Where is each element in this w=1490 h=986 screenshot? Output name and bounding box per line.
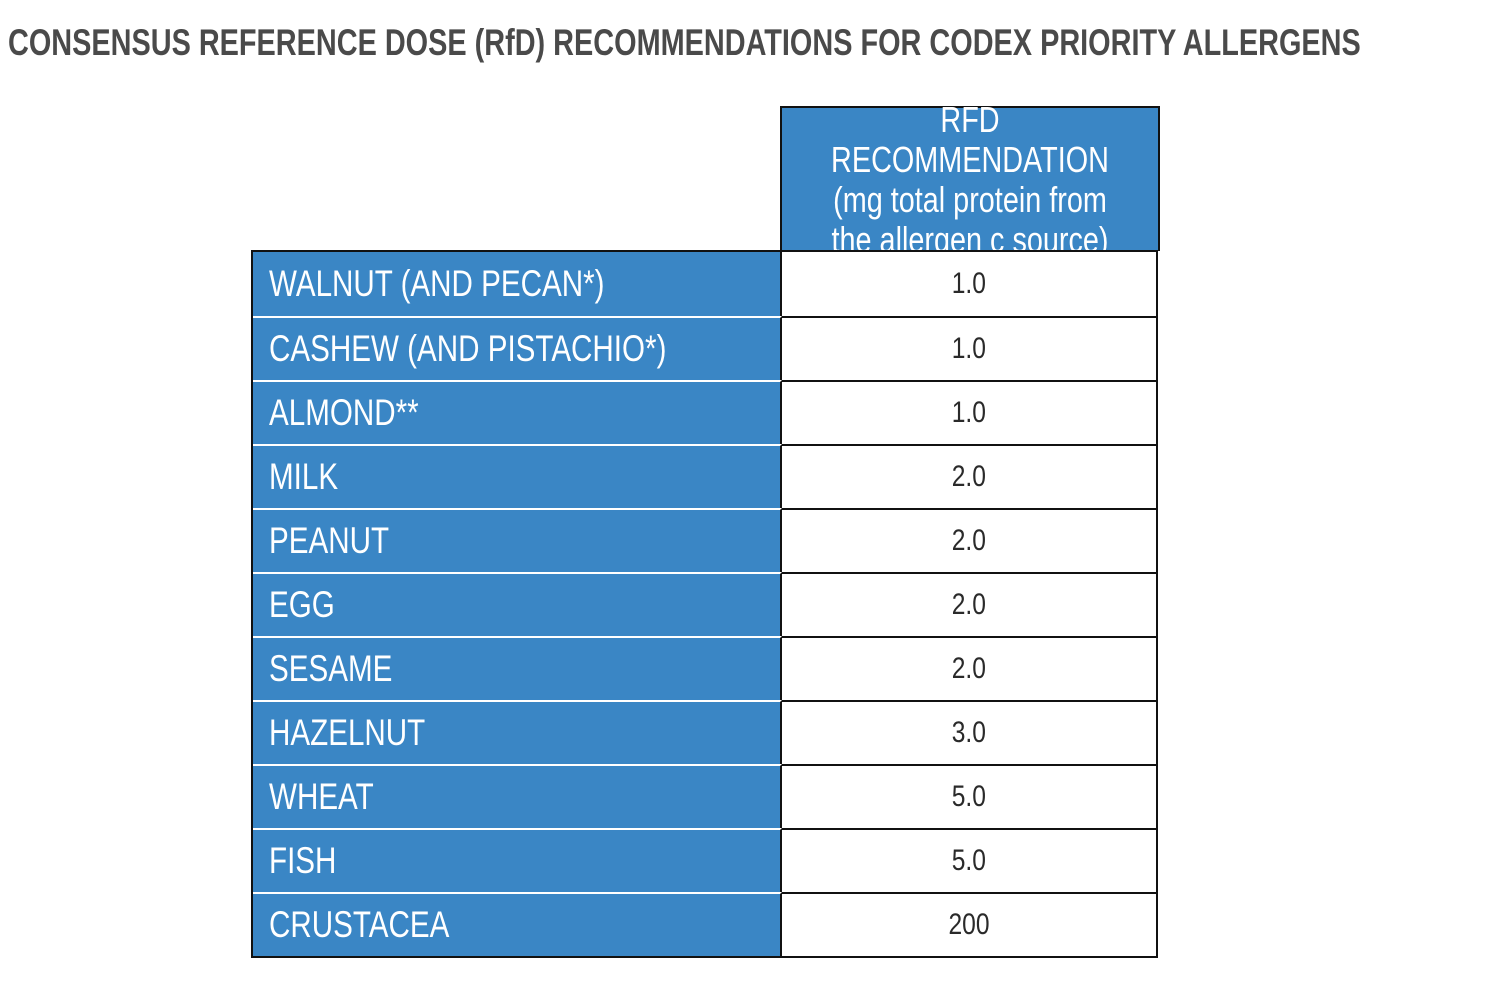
table-row: HAZELNUT 3.0 — [253, 700, 1156, 764]
allergen-name: FISH — [269, 840, 337, 881]
allergen-name: CASHEW (AND PISTACHIO*) — [269, 328, 667, 369]
table-row: WALNUT (AND PECAN*) 1.0 — [253, 252, 1156, 316]
allergen-cell: ALMOND** — [253, 380, 782, 444]
rfd-value-cell: 2.0 — [782, 508, 1156, 572]
table-row: PEANUT 2.0 — [253, 508, 1156, 572]
allergen-name: ALMOND** — [269, 392, 419, 433]
rfd-value: 2.0 — [951, 460, 987, 493]
allergen-cell: MILK — [253, 444, 782, 508]
allergen-name: WALNUT (AND PECAN*) — [269, 263, 605, 304]
allergen-name: SESAME — [269, 648, 393, 689]
allergen-name: WHEAT — [269, 776, 374, 817]
rfd-value-cell: 1.0 — [782, 380, 1156, 444]
rfd-value: 3.0 — [951, 716, 987, 749]
rfd-value: 1.0 — [951, 267, 987, 300]
table-row: EGG 2.0 — [253, 572, 1156, 636]
rfd-value-cell: 2.0 — [782, 636, 1156, 700]
column-header-label: RFD RECOMMENDATION (mg total protein fro… — [831, 98, 1109, 260]
rfd-value: 1.0 — [951, 396, 987, 429]
rfd-value: 1.0 — [951, 332, 987, 365]
rfd-value-cell: 1.0 — [782, 252, 1156, 316]
table-row: CRUSTACEA 200 — [253, 892, 1156, 956]
rfd-value: 2.0 — [951, 588, 987, 621]
page-title: CONSENSUS REFERENCE DOSE (RfD) RECOMMEND… — [8, 22, 1361, 63]
table-row: FISH 5.0 — [253, 828, 1156, 892]
rfd-value: 5.0 — [951, 844, 987, 877]
allergen-cell: CRUSTACEA — [253, 892, 782, 956]
rfd-value-cell: 5.0 — [782, 828, 1156, 892]
column-header: RFD RECOMMENDATION (mg total protein fro… — [780, 99, 1160, 259]
rfd-value-cell: 3.0 — [782, 700, 1156, 764]
allergen-cell: CASHEW (AND PISTACHIO*) — [253, 316, 782, 380]
allergen-name: EGG — [269, 584, 335, 625]
rfd-table: WALNUT (AND PECAN*) 1.0 CASHEW (AND PISTAC… — [251, 250, 1158, 958]
table-row: WHEAT 5.0 — [253, 764, 1156, 828]
rfd-value-cell: 2.0 — [782, 444, 1156, 508]
allergen-cell: WHEAT — [253, 764, 782, 828]
rfd-value: 5.0 — [951, 780, 987, 813]
allergen-cell: WALNUT (AND PECAN*) — [253, 252, 782, 316]
rfd-value: 200 — [948, 908, 990, 941]
table-row: MILK 2.0 — [253, 444, 1156, 508]
allergen-name: HAZELNUT — [269, 712, 426, 753]
rfd-value-cell: 2.0 — [782, 572, 1156, 636]
allergen-cell: SESAME — [253, 636, 782, 700]
allergen-cell: PEANUT — [253, 508, 782, 572]
rfd-value-cell: 200 — [782, 892, 1156, 956]
rfd-value-cell: 1.0 — [782, 316, 1156, 380]
table-row: SESAME 2.0 — [253, 636, 1156, 700]
allergen-cell: HAZELNUT — [253, 700, 782, 764]
allergen-name: PEANUT — [269, 520, 390, 561]
allergen-cell: EGG — [253, 572, 782, 636]
table-row: ALMOND** 1.0 — [253, 380, 1156, 444]
allergen-name: CRUSTACEA — [269, 904, 450, 945]
rfd-value: 2.0 — [951, 524, 987, 557]
rfd-value-cell: 5.0 — [782, 764, 1156, 828]
table-row: CASHEW (AND PISTACHIO*) 1.0 — [253, 316, 1156, 380]
allergen-cell: FISH — [253, 828, 782, 892]
allergen-name: MILK — [269, 456, 339, 497]
rfd-value: 2.0 — [951, 652, 987, 685]
